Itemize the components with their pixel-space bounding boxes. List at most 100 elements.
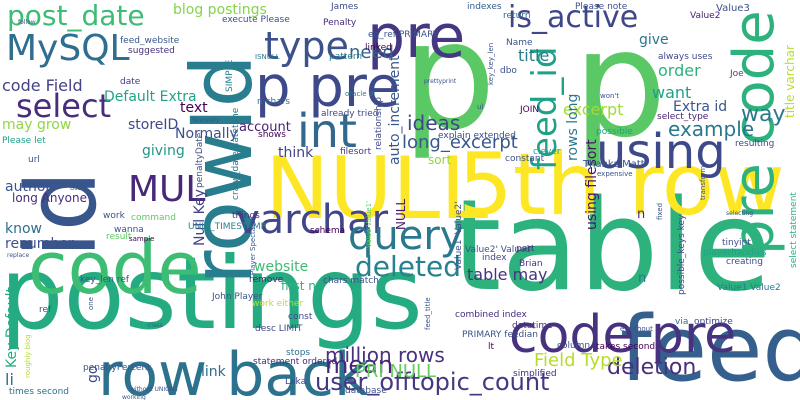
word-execute-please: execute Please	[222, 16, 290, 25]
word-n-2: n	[638, 272, 646, 285]
word-null-vertical: NULL	[395, 199, 407, 230]
word-n-chars: n chars	[257, 98, 290, 107]
word-mysql: MySQL	[6, 31, 130, 67]
word-desc-limit: desc LIMIT	[255, 325, 302, 334]
word-possible-keys-key: possible_keys key	[678, 215, 687, 295]
word-times-second: times second	[9, 388, 69, 397]
word-null-key: Null Key	[193, 189, 207, 246]
word-filesort: filesort	[340, 148, 371, 157]
word-key-default: Key Default	[5, 287, 19, 368]
word-pattern: pattern	[329, 53, 362, 62]
word-join: JOIN	[520, 106, 539, 115]
word-index: index	[482, 254, 507, 263]
word-feed-title: feed_title	[425, 297, 432, 330]
word-player-spectator: Player Spectator	[250, 217, 257, 275]
word-one: one	[88, 297, 95, 310]
word-james: James	[331, 3, 358, 12]
word-feed-website: feed_website	[120, 37, 179, 46]
word-linked: linked	[365, 44, 392, 53]
word-penaltypercent: penaltyPercent	[83, 364, 151, 373]
word-link: link	[201, 365, 226, 379]
word-think: think	[278, 146, 313, 160]
word-code-field: code Field	[2, 78, 83, 94]
word-already-tried: already tried	[321, 110, 378, 119]
word-know: know	[5, 222, 42, 236]
word-using-filesort: using filesort	[585, 139, 599, 230]
word-ideas: ideas	[407, 113, 460, 133]
word-wont: won't	[600, 93, 619, 100]
word-tinyint: tinyint	[722, 239, 751, 248]
word-relationship: relationship	[375, 97, 384, 150]
word-roughly-blog: roughly blog	[25, 334, 32, 378]
word-penalty: Penalty	[323, 19, 356, 28]
word-primary-feedian: PRIMARY feedian	[462, 331, 538, 340]
word-column: column	[557, 342, 590, 351]
word-eq-ref-primary: eq_ref PRIMARY	[368, 31, 438, 40]
word-li: li	[5, 372, 14, 388]
word-sort: sort	[428, 154, 451, 166]
word-playerhandles: playerhandles	[703, 249, 767, 258]
word-creating: creating	[726, 258, 763, 267]
word-ref: ref	[39, 306, 51, 315]
word-renumber: renumber	[5, 237, 74, 251]
word-constant: constant	[505, 155, 544, 164]
word-database: database	[345, 387, 387, 396]
word-sincerely: Sincerely	[192, 118, 220, 124]
word-normally: Normally	[175, 127, 238, 141]
word-key-len-ref: key_len ref	[80, 276, 129, 285]
word-chars-match: chars match	[323, 277, 379, 286]
word-giving: giving	[142, 144, 185, 158]
word-title-varchar: title varchar	[784, 45, 796, 118]
word-rows-long: rows long	[566, 94, 580, 161]
word-joe: Joe	[730, 70, 744, 79]
word-please-note: Please note	[575, 3, 627, 12]
word-prettyprint: prettyprint	[424, 79, 456, 85]
word-field-type: Field Type	[534, 352, 623, 370]
word-use: Use	[70, 186, 81, 192]
word-name: Name	[506, 39, 533, 48]
word-title: title	[518, 48, 549, 64]
word-value1-value2: Value1 Value2	[717, 284, 781, 293]
word-oracle-9i: oracle 9i	[345, 91, 375, 98]
word-crawl-date-datetime: crawl_date datetime	[232, 108, 241, 200]
word-dbo: dbo	[500, 67, 517, 76]
word-table-may: table may	[467, 267, 547, 283]
word-explain-extended: explain extended	[438, 132, 516, 141]
word-may-grow: may grow	[2, 118, 71, 132]
word-transform: transform	[700, 166, 707, 200]
word-brian: Brian	[519, 260, 543, 269]
word-remove: remove	[249, 276, 283, 285]
word-value2: Value2	[690, 12, 720, 21]
word-lt: lt	[488, 343, 494, 352]
word-url: url	[28, 156, 40, 165]
word-storeid: storeID	[128, 118, 178, 132]
word-simplified: simplified	[513, 370, 557, 379]
word-thanks-matt: Thanks Matt	[583, 160, 645, 170]
word-order: order	[658, 63, 701, 79]
word-combined-index: combined index	[455, 311, 527, 320]
word-result: result	[106, 233, 131, 242]
word-long-anyone: long Anyone	[12, 192, 87, 204]
word-please-let: Please let	[2, 137, 46, 146]
word-via: via	[675, 318, 688, 327]
word-suggested: suggested	[128, 47, 175, 56]
word-statement-ordered: statement ordered	[253, 358, 337, 367]
word-give: give	[639, 33, 669, 47]
word-ul: ul	[477, 104, 483, 111]
word-const: const	[288, 313, 312, 322]
word-takes-second: takes second	[596, 343, 655, 352]
word-schema: schema	[310, 227, 345, 236]
word-simple: SIMPLE	[226, 60, 235, 92]
word-first-n: first n	[281, 280, 316, 292]
word-work-either: work either	[252, 300, 303, 309]
word-value-value1-quoted: Value Value1'	[366, 201, 373, 248]
word-expensive: expensive	[597, 171, 633, 178]
word-fixed: fixed	[657, 203, 664, 220]
word-work: work	[103, 212, 125, 221]
word-key-key-len: key_key_len	[488, 43, 495, 85]
word-auto-increment: auto_increment	[388, 55, 402, 165]
word-date: date	[120, 78, 140, 87]
word-n-1: n	[637, 208, 645, 221]
word-laka: Laka	[285, 378, 306, 387]
